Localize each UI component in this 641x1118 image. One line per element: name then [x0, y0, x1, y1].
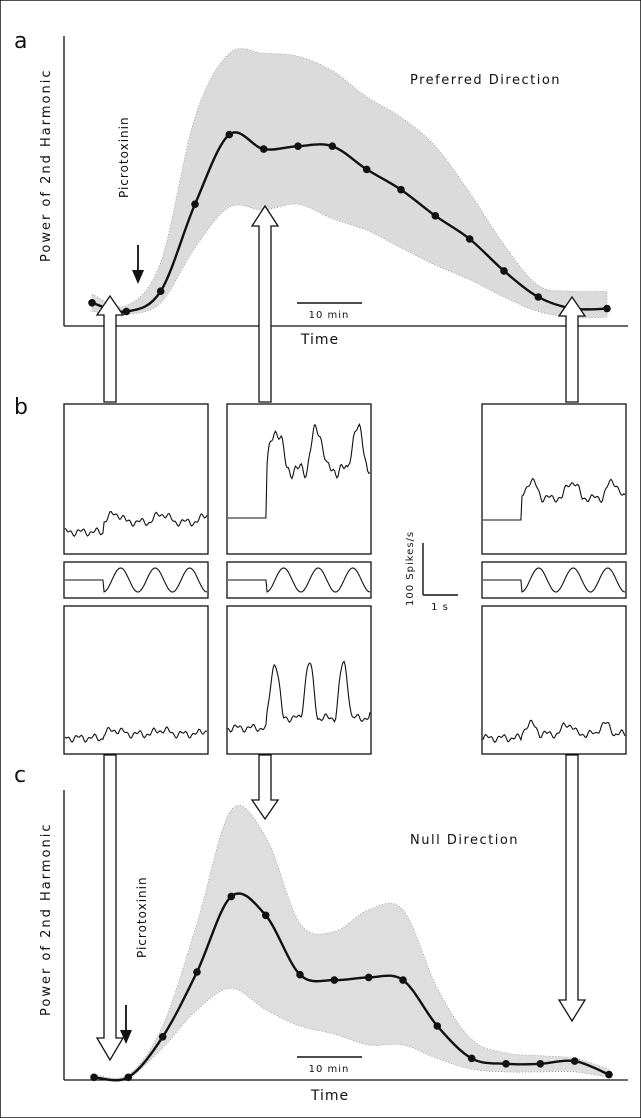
panel-c-point-4: [227, 892, 236, 901]
panel-a-point-4: [225, 130, 234, 139]
panel-c-drug-arrowhead: [120, 1030, 132, 1044]
panel-a-point-12: [500, 267, 508, 275]
panel-c-title: Null Direction: [410, 833, 519, 848]
panel-c-point-14: [570, 1057, 579, 1065]
stimulus-col3: [481, 561, 627, 599]
trace-pref-col3: [483, 477, 626, 521]
panel-c-points: [90, 892, 613, 1082]
arrow-a-col2: [250, 204, 280, 403]
panel-a-xlabel: Time: [300, 332, 339, 348]
arrows-a-to-b: [95, 204, 587, 403]
panel-c-ylabel: Power of 2nd Harmonic: [39, 823, 54, 1016]
panel-c-point-2: [158, 1033, 167, 1041]
panel-a-ylabel: Power of 2nd Harmonic: [39, 69, 54, 262]
panel-c-point-6: [296, 970, 304, 979]
panel-c-point-1: [124, 1073, 133, 1082]
panel-c-scale-label: 10 min: [309, 1064, 350, 1075]
trace-pref-col1: [64, 511, 208, 537]
panel-a-point-5: [259, 145, 268, 153]
panel-a-point-2: [156, 287, 165, 296]
panel-a-point-7: [328, 142, 337, 150]
panel-c-chart: Power of 2nd Harmonic Time Null Directio…: [39, 790, 628, 1104]
panel-c-point-7: [330, 976, 339, 984]
panel-c-point-15: [605, 1070, 613, 1079]
rate-scale-label: 100 Spikes/s: [405, 531, 416, 606]
panel-a-point-8: [362, 165, 371, 174]
panel-c-xlabel: Time: [310, 1088, 349, 1104]
panel-c-point-11: [467, 1054, 476, 1063]
stimulus-col2: [226, 561, 372, 599]
trace-null-col3: [482, 719, 626, 744]
arrow-a-col1: [95, 294, 125, 403]
panel-a-point-10: [431, 212, 440, 220]
panel-c-point-8: [364, 973, 373, 982]
psth-null-col2: [226, 605, 372, 755]
arrow-a-col3: [557, 295, 587, 403]
trace-null-col2: [227, 660, 371, 733]
panel-a-drug-label: Picrotoxinin: [117, 116, 131, 198]
panel-a-point-3: [191, 200, 199, 208]
psth-traces: [64, 422, 626, 744]
panel-a-point-6: [294, 142, 302, 150]
psth-null-col1: [63, 605, 209, 755]
panel-c-point-3: [193, 968, 201, 976]
trace-null-col1: [64, 726, 208, 744]
panel-c-point-9: [399, 976, 407, 984]
time-scale-label-b: 1 s: [431, 602, 449, 613]
panel-c-band: [93, 805, 610, 1080]
panel-a-point-0: [88, 299, 96, 307]
panel-a-point-9: [397, 185, 405, 194]
panel-a-point-15: [603, 304, 611, 313]
panel-c-line: [93, 892, 610, 1082]
arrow-c-col2: [250, 754, 280, 821]
panel-a-point-1: [122, 307, 131, 316]
panel-letter-c: c: [14, 763, 26, 788]
stimulus-trace-col1: [65, 567, 208, 593]
panel-a-point-11: [465, 235, 474, 243]
arrows-b-to-c: [95, 754, 587, 1062]
panel-b-psth: 100 Spikes/s 1 s: [63, 403, 627, 755]
psth-pref-col1: [63, 403, 209, 555]
arrow-c-col3: [557, 754, 587, 1023]
panel-a-line: [91, 131, 608, 313]
panel-a-chart: Power of 2nd Harmonic Time Preferred Dir…: [39, 36, 628, 348]
panel-letter-a: a: [14, 29, 27, 54]
arrow-c-col1: [95, 754, 125, 1062]
panel-c-point-10: [433, 1022, 442, 1030]
panel-c-point-13: [536, 1060, 545, 1068]
panel-a-band: [91, 48, 608, 319]
panel-c-point-0: [90, 1073, 98, 1082]
panel-c-point-12: [502, 1060, 510, 1068]
psth-pref-col3: [481, 403, 627, 555]
stimulus-trace-col2: [228, 567, 371, 593]
panel-a-title: Preferred Direction: [410, 73, 561, 88]
panel-a-drug-arrowhead: [132, 270, 144, 284]
panel-a-scale-label: 10 min: [309, 310, 350, 321]
psth-null-col3: [481, 605, 627, 755]
panel-a-point-13: [534, 293, 543, 301]
panel-letter-b: b: [14, 395, 28, 420]
psth-pref-col2: [226, 403, 372, 555]
stimulus-trace-col3: [483, 567, 626, 593]
trace-pref-col2: [228, 422, 371, 519]
stimulus-col1: [63, 561, 209, 599]
panel-c-point-5: [261, 911, 270, 920]
panel-c-drug-label: Picrotoxinin: [135, 876, 149, 958]
